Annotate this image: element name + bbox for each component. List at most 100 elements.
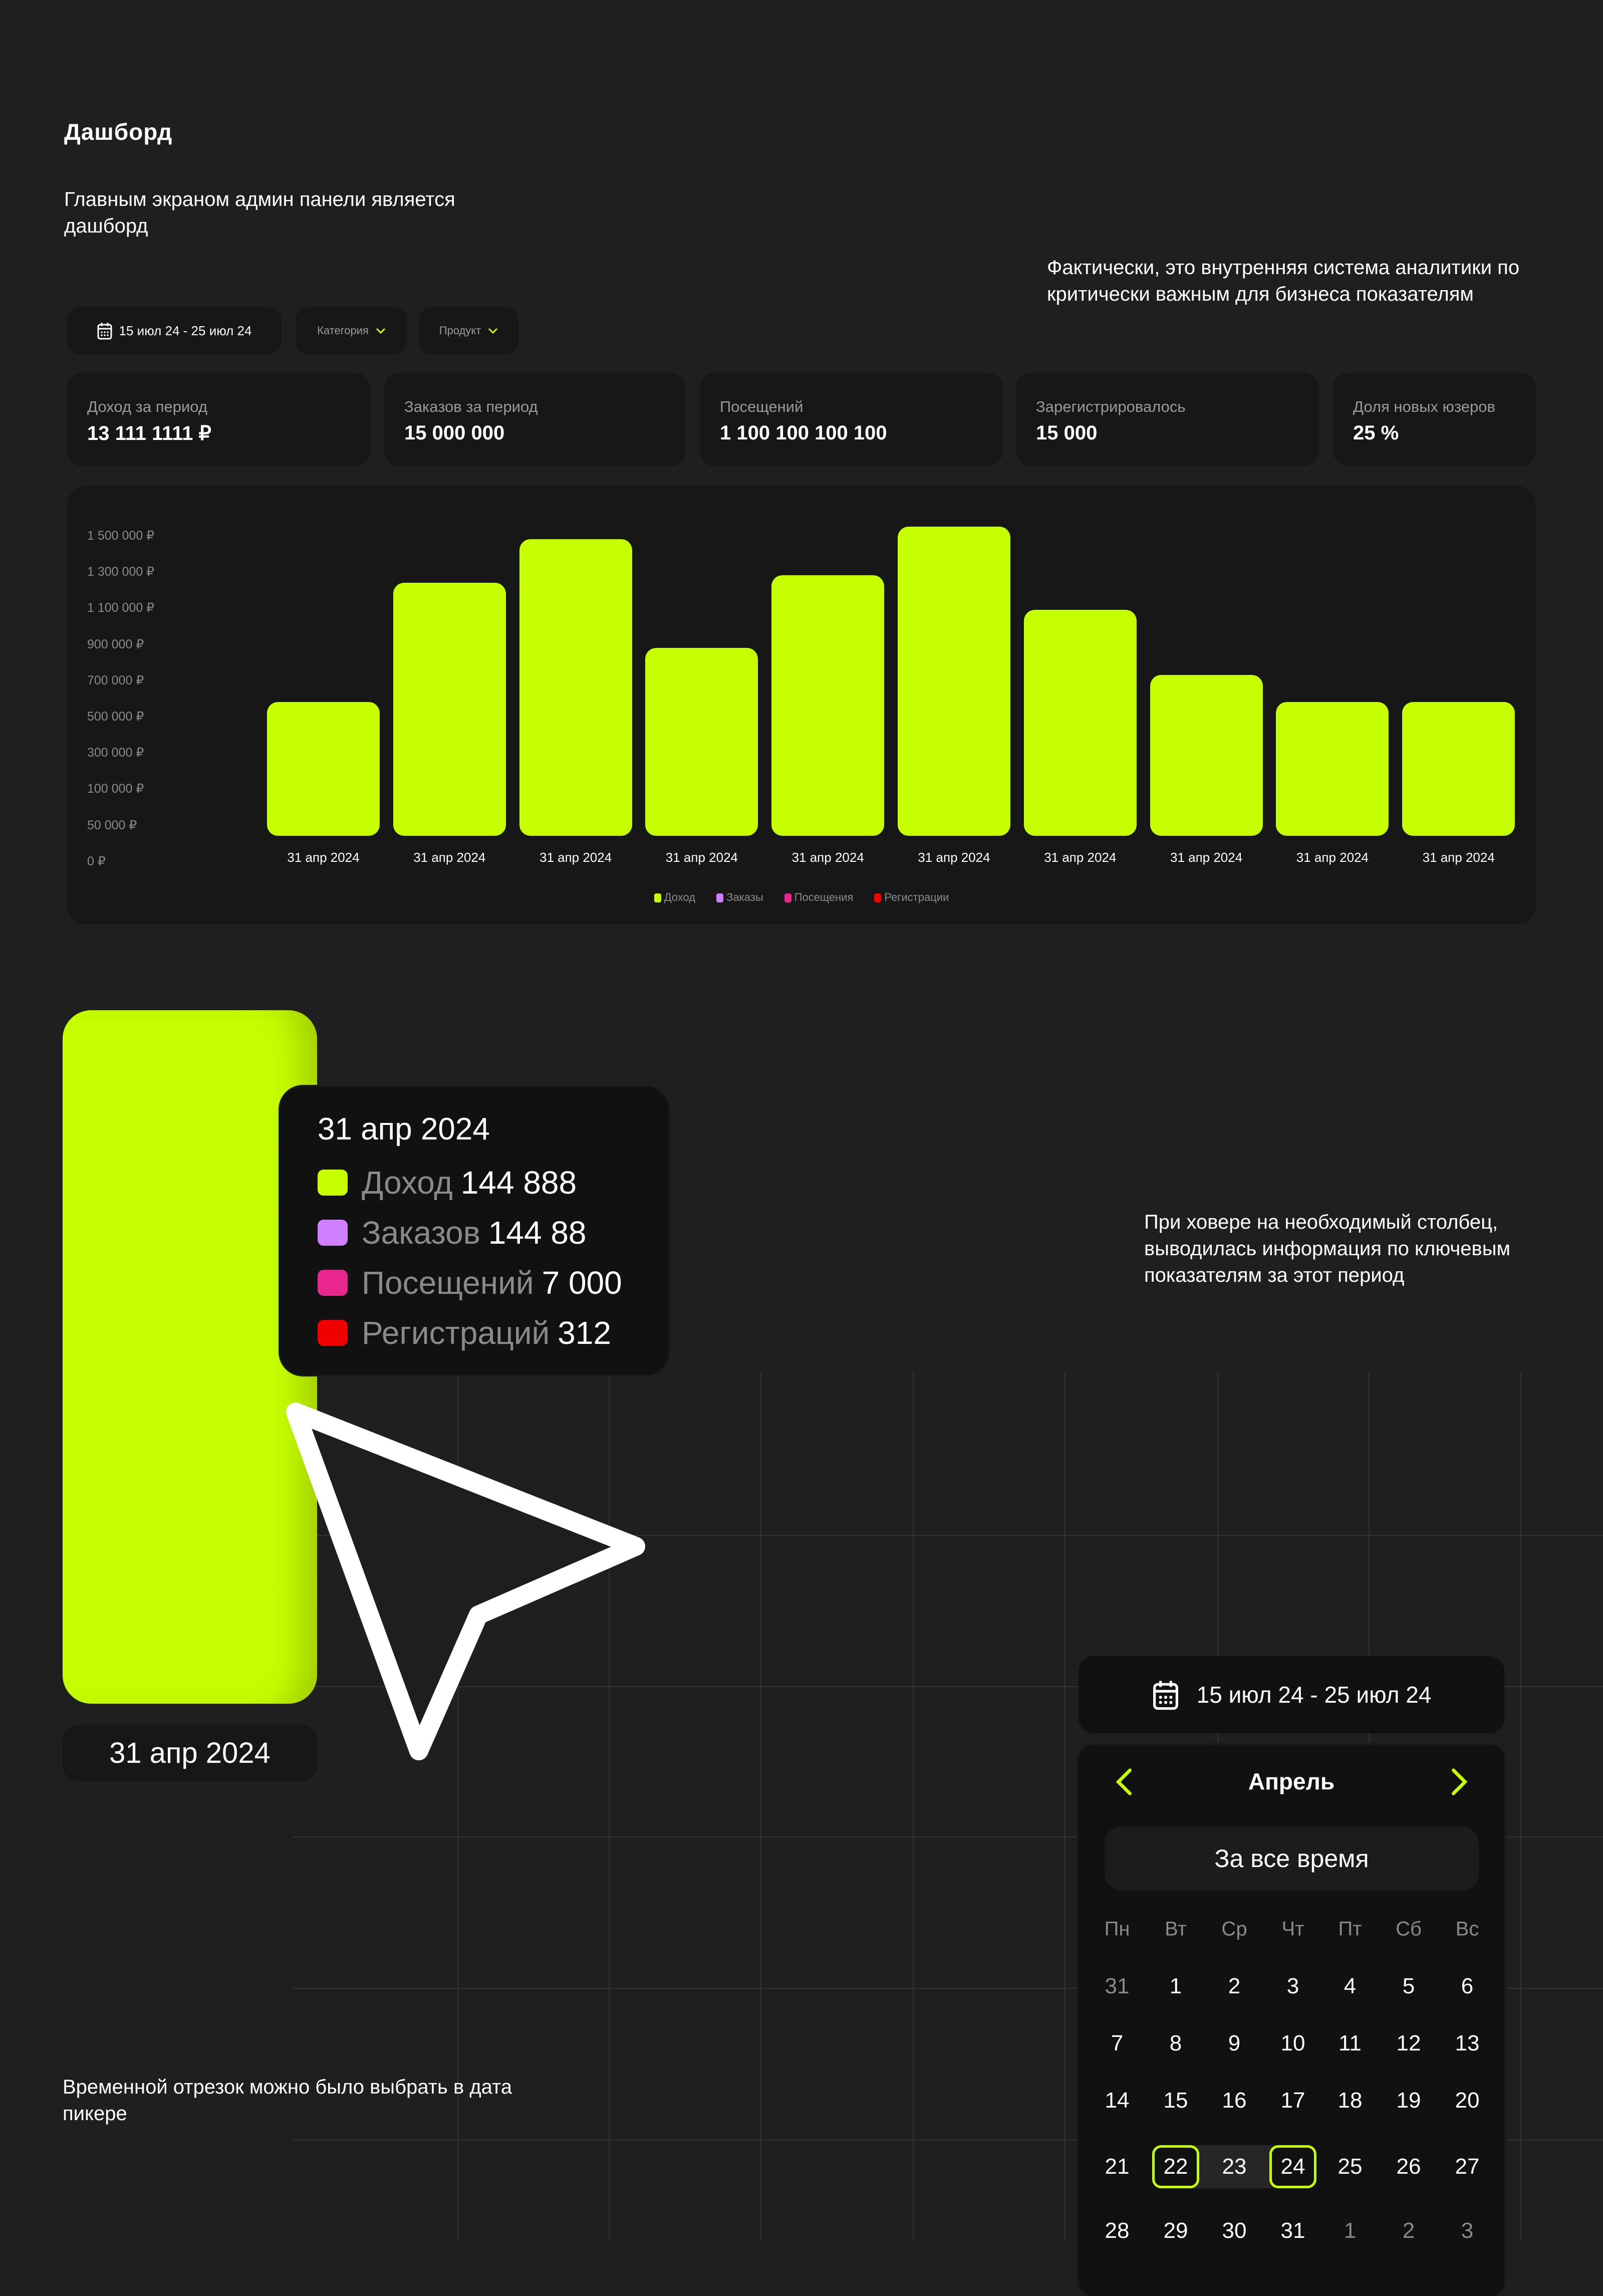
bar[interactable] <box>519 539 632 836</box>
y-tick-label: 1 500 000 ₽ <box>87 529 155 543</box>
chevron-right-icon[interactable] <box>1449 1767 1469 1796</box>
calendar-day[interactable]: 23 <box>1222 2154 1247 2179</box>
calendar-day-selected[interactable]: 24 <box>1280 2154 1305 2179</box>
calendar-day[interactable]: 4 <box>1344 1974 1357 1998</box>
calendar-day[interactable]: 2 <box>1228 1974 1241 1998</box>
x-tick-label: 31 апр 2024 <box>539 850 612 865</box>
chevron-left-icon[interactable] <box>1114 1767 1134 1796</box>
calendar-day[interactable]: 10 <box>1280 2031 1305 2055</box>
calendar-day[interactable]: 9 <box>1228 2031 1241 2055</box>
calendar-day[interactable]: 26 <box>1396 2154 1421 2179</box>
calendar-day[interactable]: 29 <box>1163 2218 1188 2243</box>
tooltip-row-value: 7 000 <box>542 1265 622 1301</box>
calendar-day[interactable]: 14 <box>1105 2088 1130 2113</box>
x-tick-label: 31 апр 2024 <box>1170 850 1243 865</box>
calendar-day[interactable]: 25 <box>1338 2154 1363 2179</box>
calendar-day[interactable]: 30 <box>1222 2218 1247 2243</box>
hovered-bar[interactable] <box>63 1010 317 1704</box>
product-dropdown[interactable]: Продукт <box>419 307 518 354</box>
calendar-day[interactable]: 8 <box>1169 2031 1182 2055</box>
weekday-label: Вт <box>1165 1918 1187 1940</box>
calendar-month: Апрель <box>1248 1768 1335 1794</box>
grid-line <box>609 1372 610 2241</box>
legend-item-revenue[interactable]: Доход <box>654 891 695 904</box>
calendar-day[interactable]: 12 <box>1396 2031 1421 2055</box>
calendar-day[interactable]: 28 <box>1105 2218 1130 2243</box>
calendar-day[interactable]: 16 <box>1222 2088 1247 2113</box>
calendar-day[interactable]: 18 <box>1338 2088 1363 2113</box>
weekday-label: Сб <box>1396 1918 1422 1940</box>
y-tick-label: 700 000 ₽ <box>87 673 144 687</box>
datepicker-button[interactable]: 15 июл 24 - 25 июл 24 <box>1079 1656 1504 1733</box>
bar[interactable] <box>1402 702 1515 836</box>
y-tick-label: 100 000 ₽ <box>87 782 144 796</box>
hover-note: При ховере на необходимый столбец, вывод… <box>1144 1211 1511 1286</box>
category-dropdown[interactable]: Категория <box>296 307 407 354</box>
calendar-day[interactable]: 21 <box>1105 2154 1130 2179</box>
kpi-value: 15 000 000 <box>404 422 505 444</box>
calendar-day[interactable]: 1 <box>1344 2218 1357 2243</box>
analytics-note: Фактически, это внутренняя система анали… <box>1047 257 1520 305</box>
hovered-bar-label: 31 апр 2024 <box>63 1725 317 1781</box>
tooltip-row-label: Доход <box>362 1165 453 1201</box>
grid-line <box>293 2140 1603 2141</box>
calendar-day[interactable]: 11 <box>1339 2031 1362 2055</box>
calendar-day[interactable]: 31 <box>1105 1974 1130 1998</box>
bar[interactable] <box>1276 702 1389 836</box>
chevron-down-icon <box>488 328 498 334</box>
calendar-day[interactable]: 5 <box>1402 1974 1415 1998</box>
calendar-day[interactable]: 31 <box>1280 2218 1305 2243</box>
legend-item-registrations[interactable]: Регистрации <box>874 891 949 904</box>
bar[interactable] <box>898 526 1010 836</box>
calendar-day[interactable]: 3 <box>1461 2218 1474 2243</box>
calendar-day[interactable]: 2 <box>1402 2218 1415 2243</box>
calendar-day[interactable]: 27 <box>1455 2154 1480 2179</box>
calendar-day[interactable]: 1 <box>1169 1974 1182 1998</box>
calendar-day[interactable]: 20 <box>1455 2088 1480 2113</box>
legend-item-orders[interactable]: Заказы <box>716 891 763 904</box>
datepicker-note: Временной отрезок можно было выбрать в д… <box>63 2076 512 2125</box>
weekday-label: Пн <box>1104 1918 1130 1940</box>
chart-legend: Доход Заказы Посещения Регистрации <box>0 891 1603 904</box>
calendar-day[interactable]: 19 <box>1396 2088 1421 2113</box>
kpi-card-registrations: Зарегистрировалось 15 000 <box>1016 373 1318 466</box>
calendar-day[interactable]: 13 <box>1455 2031 1480 2055</box>
bar[interactable] <box>1150 674 1263 836</box>
chevron-down-icon <box>376 328 385 334</box>
product-label: Продукт <box>439 324 481 337</box>
calendar-day-selected[interactable]: 22 <box>1163 2154 1188 2179</box>
calendar-day[interactable]: 7 <box>1111 2031 1124 2055</box>
swatch <box>318 1170 348 1196</box>
y-tick-label: 500 000 ₽ <box>87 710 144 724</box>
date-range-filter[interactable]: 15 июл 24 - 25 июл 24 <box>67 307 282 354</box>
calendar-day[interactable]: 3 <box>1286 1974 1299 1998</box>
x-tick-label: 31 апр 2024 <box>413 850 486 865</box>
y-tick-label: 50 000 ₽ <box>87 818 137 832</box>
swatch <box>318 1220 348 1246</box>
kpi-card-visits: Посещений 1 100 100 100 100 <box>700 373 1003 466</box>
bar[interactable] <box>267 702 380 836</box>
x-tick-label: 31 апр 2024 <box>287 850 360 865</box>
grid-line <box>457 1372 458 2241</box>
tooltip-row-label: Заказов <box>362 1215 480 1251</box>
grid-line <box>1520 1372 1521 2241</box>
page-title: Дашборд <box>64 119 173 145</box>
swatch <box>318 1320 348 1346</box>
date-range-label: 15 июл 24 - 25 июл 24 <box>119 323 252 338</box>
bar[interactable] <box>1023 610 1137 836</box>
bar[interactable] <box>771 575 885 836</box>
bar[interactable] <box>393 582 506 836</box>
y-tick-label: 1 300 000 ₽ <box>87 565 155 579</box>
calendar-day[interactable]: 6 <box>1461 1974 1474 1998</box>
legend-item-visits[interactable]: Посещения <box>784 891 853 904</box>
category-label: Категория <box>317 324 369 337</box>
grid-line <box>293 1535 1603 1536</box>
grid-line <box>760 1372 761 2241</box>
weekday-label: Пт <box>1338 1918 1362 1940</box>
calendar-day[interactable]: 17 <box>1280 2088 1305 2113</box>
all-time-button[interactable]: За все время <box>1105 1826 1479 1891</box>
legend-swatch <box>874 893 882 903</box>
intro-text: Главным экраном админ панели является да… <box>64 188 455 237</box>
bar[interactable] <box>645 647 758 836</box>
calendar-day[interactable]: 15 <box>1163 2088 1188 2113</box>
